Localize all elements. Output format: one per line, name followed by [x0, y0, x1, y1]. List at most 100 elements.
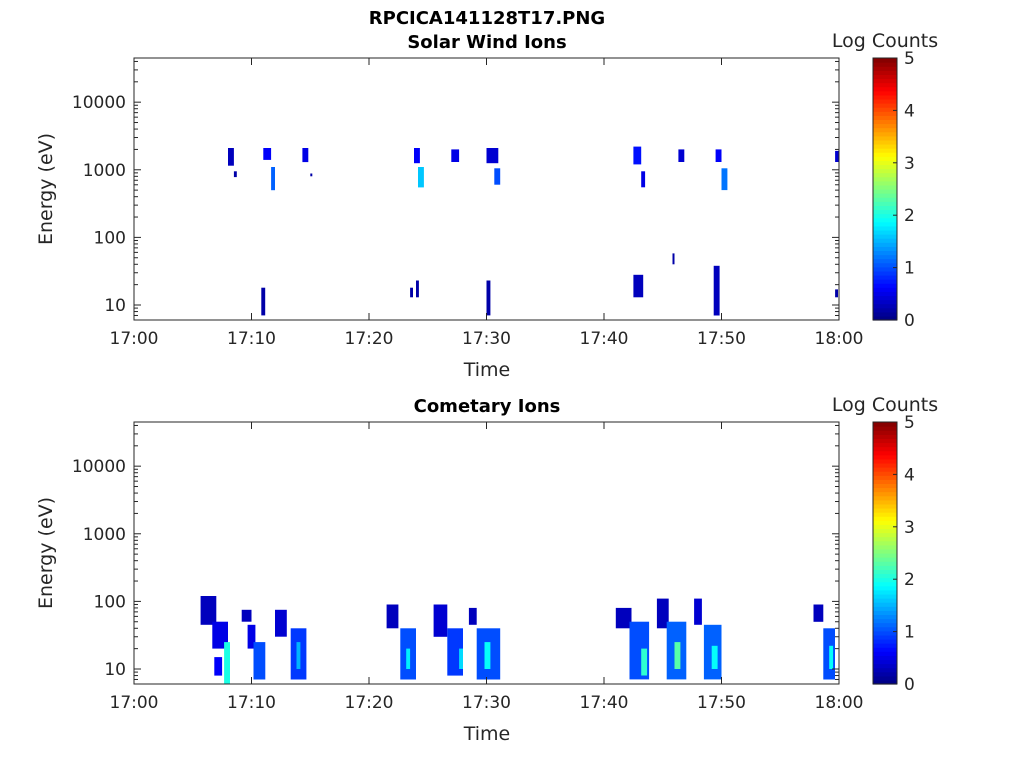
colorbar-segment [873, 82, 897, 88]
colorbar-segment [873, 544, 897, 550]
spectrogram-cell [224, 642, 230, 684]
colorbar-segment [873, 279, 897, 284]
colorbar-segment [873, 127, 897, 133]
colorbar-segment [873, 491, 897, 497]
spectrogram-cell [656, 598, 669, 629]
colorbar-tick-label: 4 [904, 465, 915, 485]
colorbar-segment [873, 647, 897, 652]
colorbar-segment [873, 581, 897, 587]
colorbar-segment [873, 450, 897, 456]
colorbar-segment [873, 585, 897, 591]
x-tick-label: 17:40 [580, 693, 629, 713]
colorbar-segment [873, 536, 897, 542]
colorbar-segment [873, 524, 897, 530]
colorbar-frame [872, 421, 898, 685]
y-tick-label: 100 [94, 592, 126, 612]
x-tick-label: 17:20 [345, 329, 394, 349]
colorbar-segment [873, 70, 897, 75]
colorbar-segment [873, 234, 897, 239]
colorbar-segment [873, 193, 897, 198]
colorbar-tick-label: 4 [904, 101, 915, 121]
colorbar-segment [873, 156, 897, 161]
colorbar-segment [873, 438, 897, 444]
spectrogram-cell [418, 167, 424, 188]
colorbar-segment [873, 66, 897, 71]
colorbar-segment [873, 499, 897, 505]
colorbar-segment [873, 626, 897, 632]
colorbar-segment [873, 467, 897, 472]
y-tick-label: 10000 [72, 457, 126, 477]
cometary-title: Cometary Ions [414, 396, 561, 417]
x-tick-label: 17:10 [227, 693, 276, 713]
colorbar-segment [873, 622, 897, 628]
spectrogram-cell [633, 146, 642, 165]
solar-wind-y-axis-label: Energy (eV) [35, 133, 57, 245]
colorbar-segment [873, 291, 897, 297]
colorbar-segment [873, 74, 897, 80]
spectrogram-cell [228, 148, 234, 166]
colorbar-segment [873, 143, 897, 149]
colorbar-segment [873, 667, 897, 673]
colorbar-tick-label: 2 [904, 570, 915, 590]
spectrogram-cell [484, 642, 491, 669]
colorbar-tick-label: 0 [904, 675, 915, 695]
colorbar-segment [873, 663, 897, 669]
colorbar-segment [873, 495, 897, 501]
colorbar-segment [873, 62, 897, 67]
spectrogram-cell [271, 167, 275, 191]
spectrogram-cell [694, 598, 702, 625]
colorbar-segment [873, 103, 897, 108]
x-tick-label: 17:30 [462, 329, 511, 349]
colorbar-segment [873, 507, 897, 513]
colorbar-tick-label: 5 [904, 413, 915, 433]
colorbar-segment [873, 213, 897, 219]
colorbar-segment [873, 577, 897, 583]
solar-wind-colorbar: 0 1 2 3 4 5 [872, 49, 915, 331]
spectrogram-cell [633, 274, 644, 298]
colorbar-segment [873, 184, 897, 190]
colorbar-segment [873, 78, 897, 84]
spectrogram-cell [214, 657, 223, 676]
colorbar-segment [873, 442, 897, 448]
spectrogram-cell [813, 604, 824, 622]
colorbar-segment [873, 315, 897, 321]
colorbar-segment [873, 229, 897, 235]
x-tick-label: 17:00 [110, 329, 159, 349]
colorbar-segment [873, 123, 897, 129]
x-tick-label: 18:00 [815, 693, 864, 713]
spectrogram-cell [296, 642, 301, 669]
spectrogram-cell [715, 149, 722, 162]
colorbar-segment [873, 266, 897, 272]
colorbar-segment [873, 446, 897, 452]
colorbar-segment [873, 168, 897, 174]
spectrogram-cell [615, 607, 632, 629]
colorbar-segment [873, 548, 897, 554]
colorbar-segment [873, 283, 897, 288]
colorbar-segment [873, 58, 897, 63]
y-tick-label: 10 [104, 660, 126, 680]
x-tick-label: 18:00 [815, 329, 864, 349]
colorbar-segment [873, 311, 897, 317]
colorbar-segment [873, 258, 897, 264]
colorbar-segment [873, 454, 897, 460]
solar-wind-x-ticks: 17:00 17:10 17:20 17:30 17:40 17:50 18:00 [110, 58, 864, 349]
y-tick-label: 10000 [72, 93, 126, 113]
colorbar-segment [873, 189, 897, 194]
cometary-x-axis-label: Time [463, 723, 511, 745]
colorbar-segment [873, 540, 897, 546]
cometary-y-axis-label: Energy (eV) [35, 497, 57, 609]
spectrogram-cell [302, 148, 309, 163]
colorbar-segment [873, 152, 897, 157]
colorbar-segment [873, 225, 897, 231]
colorbar-segment [873, 598, 897, 603]
colorbar-segment [873, 634, 897, 640]
spectrogram-cell [711, 645, 718, 669]
colorbar-tick-label: 1 [904, 623, 915, 643]
colorbar-segment [873, 606, 897, 611]
colorbar-segment [873, 679, 897, 685]
spectrogram-cell [835, 150, 839, 162]
spectrogram-cell [200, 596, 217, 625]
cometary-spectrogram-cells [200, 596, 835, 684]
colorbar-segment [873, 205, 897, 211]
colorbar-segment [873, 209, 897, 215]
